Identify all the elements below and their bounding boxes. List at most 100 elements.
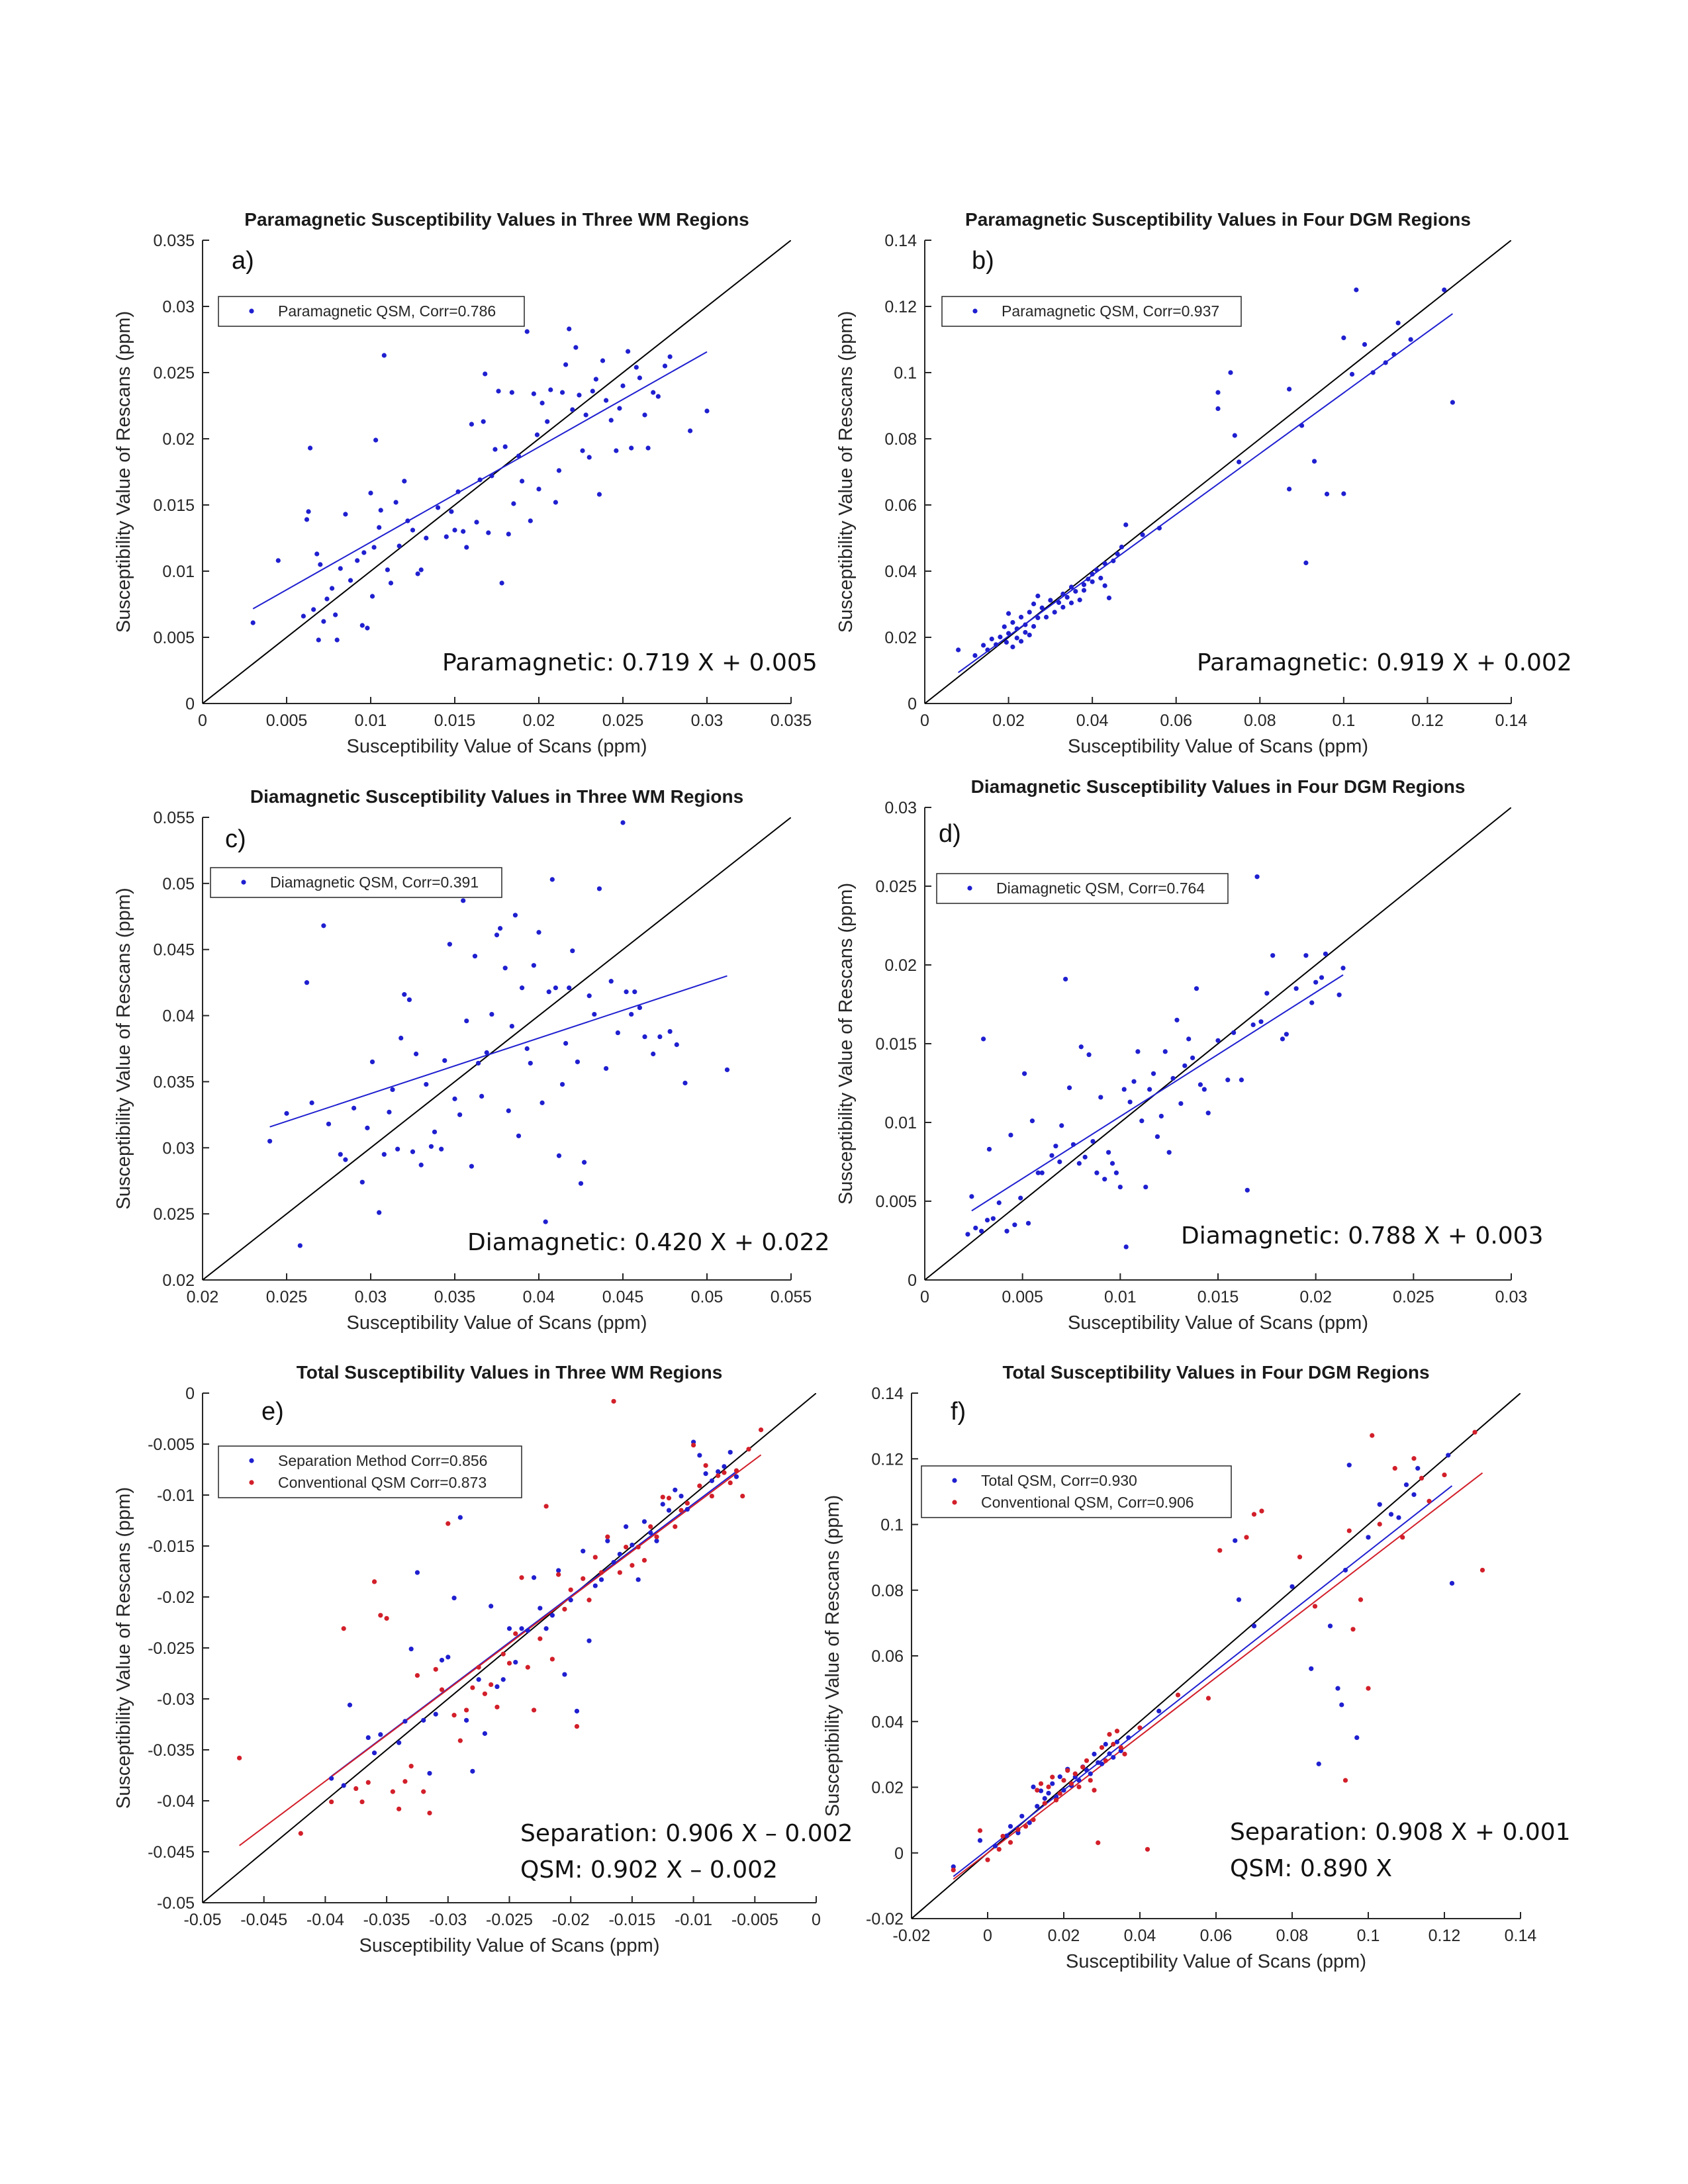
data-point xyxy=(408,1764,414,1769)
data-point xyxy=(1205,1696,1211,1701)
x-tick-label: -0.04 xyxy=(306,1911,344,1929)
data-point xyxy=(494,1684,500,1690)
data-point xyxy=(377,1210,382,1215)
x-tick-label: 0.035 xyxy=(771,711,812,730)
data-point xyxy=(733,1474,739,1479)
regression-equation: Separation: 0.908 X + 0.001 xyxy=(1230,1819,1571,1846)
data-point xyxy=(1123,1244,1129,1250)
data-point xyxy=(1244,1535,1249,1540)
data-point xyxy=(333,612,338,617)
data-point xyxy=(284,1111,289,1116)
y-tick-label: 0.045 xyxy=(153,941,195,960)
data-point xyxy=(506,1661,512,1666)
data-point xyxy=(387,1109,392,1115)
data-point xyxy=(580,448,585,453)
x-tick-label: 0.03 xyxy=(691,711,724,730)
data-point xyxy=(1050,1781,1055,1786)
data-point xyxy=(531,1707,537,1713)
data-point xyxy=(447,942,452,947)
data-point xyxy=(626,349,631,354)
data-point xyxy=(1107,1751,1112,1756)
data-point xyxy=(1303,953,1309,958)
regression-equation: QSM: 0.890 X xyxy=(1230,1855,1392,1882)
data-point xyxy=(1027,610,1032,615)
data-point xyxy=(1053,1797,1059,1803)
data-point xyxy=(1113,1170,1119,1175)
y-tick-label: 0.05 xyxy=(162,875,195,893)
data-point xyxy=(727,1449,733,1455)
data-point xyxy=(545,419,550,424)
data-point xyxy=(439,1657,445,1663)
data-point xyxy=(1072,1774,1078,1780)
panel-label: e) xyxy=(261,1398,284,1426)
data-point xyxy=(574,1723,580,1729)
data-point xyxy=(1170,1075,1176,1081)
data-point xyxy=(469,1163,475,1169)
x-tick-label: 0 xyxy=(920,1288,929,1306)
x-tick-label: 0 xyxy=(983,1927,992,1945)
data-point xyxy=(1039,605,1045,611)
data-point xyxy=(1088,1778,1093,1783)
data-point xyxy=(985,1857,990,1862)
data-point xyxy=(393,500,399,505)
data-point xyxy=(617,1570,622,1575)
x-tick-label: 0.035 xyxy=(434,1288,476,1306)
data-point xyxy=(1106,1150,1111,1155)
y-tick-label: 0.025 xyxy=(875,878,917,896)
x-tick-label: 0.04 xyxy=(1124,1927,1156,1945)
data-point xyxy=(1111,1741,1116,1747)
data-point xyxy=(531,1575,537,1580)
data-point xyxy=(373,437,379,443)
data-point xyxy=(390,1087,395,1093)
data-point xyxy=(397,1806,402,1811)
data-point xyxy=(329,1776,334,1781)
data-point xyxy=(1217,1548,1223,1553)
data-point xyxy=(494,933,500,938)
data-point xyxy=(413,1051,419,1057)
data-point xyxy=(575,1059,581,1065)
data-point xyxy=(1150,1071,1156,1076)
x-axis-label: Susceptibility Value of Scans (ppm) xyxy=(346,736,647,757)
data-point xyxy=(365,625,370,631)
y-tick-label: -0.02 xyxy=(157,1588,195,1607)
y-tick-label: 0.035 xyxy=(153,1073,195,1091)
data-point xyxy=(457,1738,463,1743)
data-point xyxy=(716,1469,721,1475)
data-point xyxy=(1346,1528,1352,1533)
data-point xyxy=(483,371,488,377)
data-point xyxy=(1297,1555,1303,1560)
data-point xyxy=(1042,1796,1047,1801)
x-tick-label: -0.05 xyxy=(184,1911,222,1929)
data-point xyxy=(1135,1049,1141,1054)
data-point xyxy=(415,571,420,576)
data-point xyxy=(568,1598,573,1603)
data-point xyxy=(464,1707,469,1713)
data-point xyxy=(648,1524,653,1529)
data-point xyxy=(250,620,256,625)
panel-title: Total Susceptibility Values in Three WM … xyxy=(297,1362,723,1383)
data-point xyxy=(402,1719,408,1724)
data-point xyxy=(1354,1735,1360,1741)
y-tick-label: 0.02 xyxy=(871,1779,904,1797)
x-tick-label: 0.06 xyxy=(1160,711,1192,730)
identity-line xyxy=(203,817,791,1280)
data-point xyxy=(1341,335,1346,341)
data-point xyxy=(421,1789,426,1794)
data-point xyxy=(611,1398,616,1404)
data-point xyxy=(455,489,461,494)
y-tick-label: 0.005 xyxy=(153,629,195,647)
data-point xyxy=(654,1534,659,1539)
data-point xyxy=(637,375,643,381)
y-tick-label: 0.02 xyxy=(162,1271,195,1290)
data-point xyxy=(433,1666,438,1672)
data-point xyxy=(361,550,367,555)
data-point xyxy=(1102,1177,1107,1182)
data-point xyxy=(1336,992,1342,997)
data-point xyxy=(359,1179,365,1185)
legend-marker xyxy=(967,886,972,891)
data-point xyxy=(237,1755,242,1760)
data-point xyxy=(528,1060,533,1066)
data-point xyxy=(410,1149,416,1154)
x-axis-label: Susceptibility Value of Scans (ppm) xyxy=(346,1312,647,1334)
data-point xyxy=(470,1768,475,1774)
